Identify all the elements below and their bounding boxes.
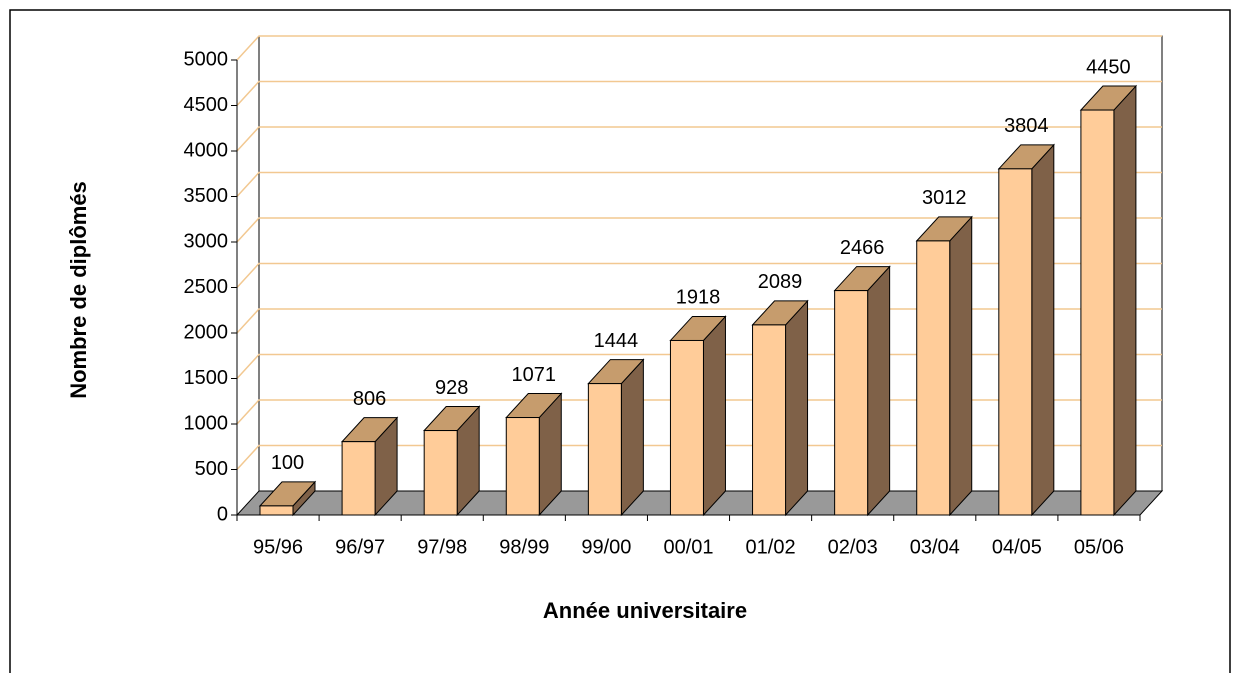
y-tick-label: 4500 xyxy=(184,94,229,116)
value-label: 3012 xyxy=(922,187,967,209)
bar xyxy=(752,324,787,516)
y-tick-label: 3500 xyxy=(184,185,229,207)
bar-side xyxy=(1031,143,1055,517)
grid-line xyxy=(236,262,1162,289)
x-tick-label: 96/97 xyxy=(335,536,385,558)
bar xyxy=(834,290,869,516)
x-tick-label: 01/02 xyxy=(746,536,796,558)
bar-side xyxy=(620,358,644,517)
bar xyxy=(669,339,704,516)
bar xyxy=(423,430,458,516)
y-tick-label: 2500 xyxy=(184,276,229,298)
y-tick-label: 5000 xyxy=(184,48,229,70)
bar xyxy=(916,240,951,516)
grid-line xyxy=(236,171,1162,198)
x-tick-label: 97/98 xyxy=(417,536,467,558)
y-tick-label: 2000 xyxy=(184,321,229,343)
bar xyxy=(505,417,540,516)
grid-line xyxy=(236,80,1162,107)
value-label: 806 xyxy=(353,388,386,410)
x-tick-label: 00/01 xyxy=(663,536,713,558)
x-axis-title: Année universitaire xyxy=(543,598,747,623)
value-label: 1444 xyxy=(594,330,639,352)
bar xyxy=(259,505,294,516)
y-tick-label: 1500 xyxy=(184,367,229,389)
x-tick-label: 98/99 xyxy=(499,536,549,558)
bar-side xyxy=(1113,84,1137,517)
x-tick-label: 05/06 xyxy=(1074,536,1124,558)
x-tick-label: 95/96 xyxy=(253,536,303,558)
y-tick-label: 3000 xyxy=(184,230,229,252)
bar-side xyxy=(949,215,973,517)
grid-line xyxy=(236,35,1162,61)
grid-line xyxy=(236,126,1162,152)
y-tick-label: 500 xyxy=(195,458,228,480)
grid-line xyxy=(236,217,1162,243)
y-tick-label: 4000 xyxy=(184,139,229,161)
bar xyxy=(998,168,1033,516)
x-tick-label: 04/05 xyxy=(992,536,1042,558)
bar xyxy=(341,441,376,516)
x-tick-label: 99/00 xyxy=(581,536,631,558)
bar-side xyxy=(785,299,809,517)
y-tick-label: 0 xyxy=(217,503,228,525)
bar-side xyxy=(702,315,726,517)
bar xyxy=(587,383,622,516)
value-label: 2089 xyxy=(758,271,803,293)
y-tick-label: 1000 xyxy=(184,412,229,434)
frame xyxy=(9,9,1231,673)
value-label: 1071 xyxy=(512,364,557,386)
y-axis-title: Nombre de diplômés xyxy=(66,181,91,399)
bar xyxy=(1080,109,1115,516)
value-label: 2466 xyxy=(840,237,885,259)
value-label: 100 xyxy=(271,452,304,474)
bar-side xyxy=(867,265,891,517)
value-label: 928 xyxy=(435,377,468,399)
value-label: 4450 xyxy=(1086,56,1131,78)
x-tick-label: 03/04 xyxy=(910,536,960,558)
value-label: 3804 xyxy=(1004,115,1049,137)
x-tick-label: 02/03 xyxy=(828,536,878,558)
value-label: 1918 xyxy=(676,287,721,309)
